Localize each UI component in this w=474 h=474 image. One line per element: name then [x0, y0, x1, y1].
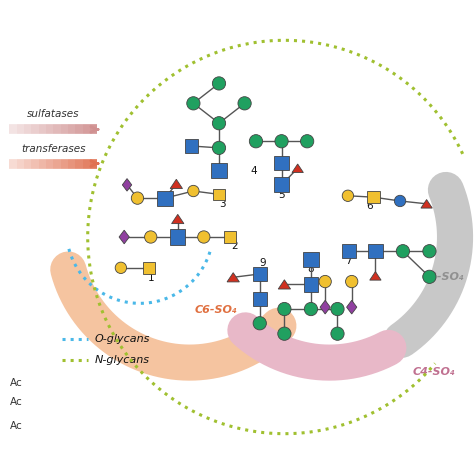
- Polygon shape: [119, 230, 129, 244]
- Circle shape: [423, 245, 436, 258]
- Bar: [274, 177, 289, 192]
- Circle shape: [394, 195, 406, 207]
- Circle shape: [249, 135, 263, 148]
- Text: N-glycans: N-glycans: [95, 355, 150, 365]
- Polygon shape: [320, 301, 330, 314]
- Text: Ac: Ac: [9, 378, 22, 388]
- Circle shape: [198, 231, 210, 243]
- Text: Ac: Ac: [9, 421, 22, 431]
- Circle shape: [342, 190, 354, 201]
- Circle shape: [331, 327, 344, 340]
- Circle shape: [278, 327, 291, 340]
- Bar: [157, 191, 173, 206]
- Text: sulfatases: sulfatases: [27, 109, 80, 119]
- Polygon shape: [122, 179, 132, 191]
- Circle shape: [396, 245, 410, 258]
- Bar: [303, 252, 319, 267]
- Text: C3-SO₄: C3-SO₄: [422, 272, 465, 283]
- Polygon shape: [370, 272, 381, 280]
- Text: 9: 9: [260, 258, 266, 268]
- Text: transferases: transferases: [21, 144, 86, 154]
- Bar: [143, 262, 155, 274]
- Circle shape: [278, 302, 291, 316]
- Circle shape: [145, 231, 157, 243]
- Bar: [342, 244, 356, 258]
- Circle shape: [319, 275, 331, 288]
- Text: 4: 4: [251, 165, 257, 176]
- Bar: [253, 267, 267, 281]
- Circle shape: [212, 117, 226, 130]
- Polygon shape: [172, 214, 184, 224]
- Polygon shape: [278, 280, 291, 289]
- Text: 3: 3: [219, 199, 226, 209]
- Bar: [211, 163, 227, 178]
- Circle shape: [187, 97, 200, 110]
- Bar: [253, 292, 267, 306]
- Circle shape: [301, 135, 314, 148]
- Circle shape: [238, 97, 251, 110]
- Circle shape: [131, 192, 144, 204]
- Circle shape: [304, 302, 318, 316]
- Text: 5: 5: [278, 190, 285, 201]
- Circle shape: [212, 141, 226, 155]
- Bar: [170, 229, 185, 245]
- Text: 7: 7: [346, 255, 352, 266]
- Bar: [367, 191, 380, 203]
- Polygon shape: [421, 200, 432, 208]
- Circle shape: [115, 262, 127, 273]
- Bar: [185, 139, 198, 153]
- Circle shape: [188, 185, 199, 197]
- Circle shape: [253, 317, 266, 330]
- Text: O-glycans: O-glycans: [95, 334, 150, 344]
- Text: 8: 8: [308, 264, 314, 274]
- Bar: [304, 277, 318, 292]
- Text: 1: 1: [147, 273, 154, 283]
- Polygon shape: [227, 273, 239, 282]
- Text: 6: 6: [366, 201, 373, 211]
- Polygon shape: [346, 301, 357, 314]
- Text: 2: 2: [231, 241, 237, 252]
- Bar: [224, 231, 236, 243]
- Polygon shape: [170, 179, 182, 189]
- Bar: [274, 156, 289, 170]
- Circle shape: [275, 135, 288, 148]
- Polygon shape: [292, 164, 303, 173]
- Text: C6-SO₄: C6-SO₄: [194, 305, 237, 316]
- Bar: [368, 244, 383, 258]
- Text: Ac: Ac: [9, 397, 22, 407]
- Circle shape: [212, 77, 226, 90]
- Circle shape: [331, 302, 344, 316]
- Circle shape: [346, 275, 358, 288]
- Bar: [213, 189, 225, 200]
- Circle shape: [423, 270, 436, 283]
- Text: C4-SO₄: C4-SO₄: [412, 367, 455, 377]
